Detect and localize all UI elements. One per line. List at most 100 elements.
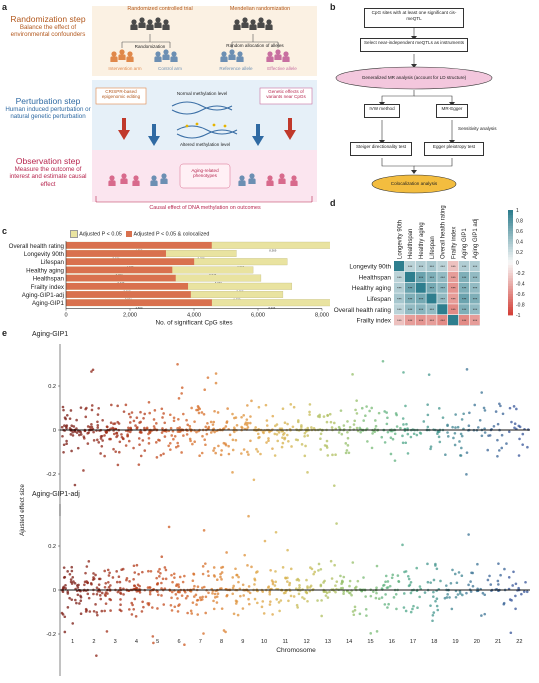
effect-point (92, 439, 96, 442)
heatmap-cell (458, 315, 469, 326)
chromosome-tick-label: 11 (282, 639, 288, 645)
effect-point (132, 446, 135, 450)
effect-point (432, 595, 435, 598)
data-label-total: 8,306 (268, 306, 275, 310)
effect-point (137, 437, 141, 440)
significance-stars: *** (430, 308, 435, 312)
effect-point (204, 443, 207, 447)
effect-point (96, 420, 99, 424)
effect-point (375, 630, 379, 633)
effect-point (214, 451, 217, 455)
effect-point (99, 437, 103, 440)
effect-point (213, 592, 217, 596)
effect-point (231, 412, 234, 416)
effect-point (234, 438, 238, 442)
effect-point (120, 568, 123, 572)
legend-swatch-total (70, 230, 78, 238)
rct-title: Randomized controlled trial (127, 6, 193, 12)
effect-point (434, 562, 437, 566)
effect-point (65, 426, 68, 430)
effect-point (256, 432, 260, 436)
step-subtitle: Measure the outcome of interest and esti… (9, 166, 87, 188)
effect-point (264, 403, 268, 407)
effect-point (216, 411, 220, 414)
effect-point (384, 574, 388, 578)
effect-point (383, 603, 387, 606)
effect-point (161, 577, 165, 581)
effect-point (87, 560, 91, 563)
effect-point (274, 530, 278, 534)
effect-point (176, 444, 180, 448)
manhattan-plot: Aging-GIP1 0.2 0 -0.2 Aging-GIP1-adj 0.2 0 -0.2… (19, 331, 530, 676)
effect-point (460, 446, 463, 450)
effect-point (116, 434, 119, 437)
effect-point (90, 404, 94, 407)
effect-point (330, 426, 334, 429)
effect-point (90, 370, 93, 373)
effect-point (90, 425, 94, 429)
effect-point (354, 408, 357, 412)
effect-point (173, 576, 176, 579)
effect-point (184, 596, 188, 600)
effect-point (197, 411, 201, 415)
effect-point (216, 592, 220, 596)
effect-point (402, 371, 405, 374)
effect-point (383, 441, 387, 444)
pleiotropy-box: Egger pleiotropy test (424, 142, 484, 156)
effect-point (76, 446, 80, 450)
effect-point (249, 415, 252, 418)
significance-stars: *** (397, 276, 402, 280)
effect-point (391, 573, 395, 577)
effect-point (389, 452, 393, 456)
correlation-heatmap: Longevity 90th Healthspan Healthy aging Lif… (334, 205, 525, 326)
y-tick-label: 0.2 (48, 384, 56, 390)
dna-icon (171, 101, 233, 115)
altered-methylation-label: Altered methylation level (179, 142, 231, 147)
effect-point (525, 590, 529, 594)
effect-point (209, 420, 213, 424)
effect-point (380, 587, 384, 590)
effect-point (95, 592, 99, 596)
heatmap-cell (426, 261, 437, 272)
effect-point (126, 429, 130, 433)
colorbar-segment (508, 291, 513, 295)
category-label: Aging-GIP1-adj (22, 292, 64, 299)
effect-point (212, 449, 215, 452)
effect-point (171, 429, 175, 433)
effect-point (92, 430, 95, 434)
effect-point (103, 569, 106, 573)
significance-stars: *** (408, 287, 413, 291)
effect-point (129, 415, 132, 419)
effect-point (446, 435, 450, 438)
effect-point (119, 603, 122, 607)
heatmap-cell (469, 271, 480, 282)
effect-point (418, 595, 421, 599)
effect-point (194, 593, 198, 597)
effect-point (83, 583, 86, 587)
effect-point (435, 597, 439, 601)
significance-stars: *** (440, 319, 445, 323)
effect-point (483, 409, 487, 412)
effect-point (294, 587, 298, 590)
effect-point (236, 613, 240, 617)
effect-point (305, 591, 308, 594)
effect-point (429, 447, 432, 451)
effect-point (206, 421, 209, 425)
effect-point (241, 583, 245, 587)
effect-point (465, 591, 468, 595)
effect-point (147, 432, 150, 436)
generalized-mr-label: Generalized MR analysis (account for LD … (361, 75, 467, 80)
effect-point (469, 580, 472, 583)
effect-point (261, 600, 265, 603)
effect-point (147, 442, 151, 445)
effect-point (214, 381, 218, 385)
effect-point (346, 420, 349, 423)
heatmap-cell (415, 304, 426, 315)
effect-point (75, 584, 79, 587)
effect-point (202, 412, 206, 416)
effect-point (392, 596, 396, 599)
effect-point (70, 565, 74, 569)
effect-point (355, 412, 359, 415)
effect-point (427, 373, 431, 376)
mr-title: Mendelian randomization (229, 6, 291, 12)
